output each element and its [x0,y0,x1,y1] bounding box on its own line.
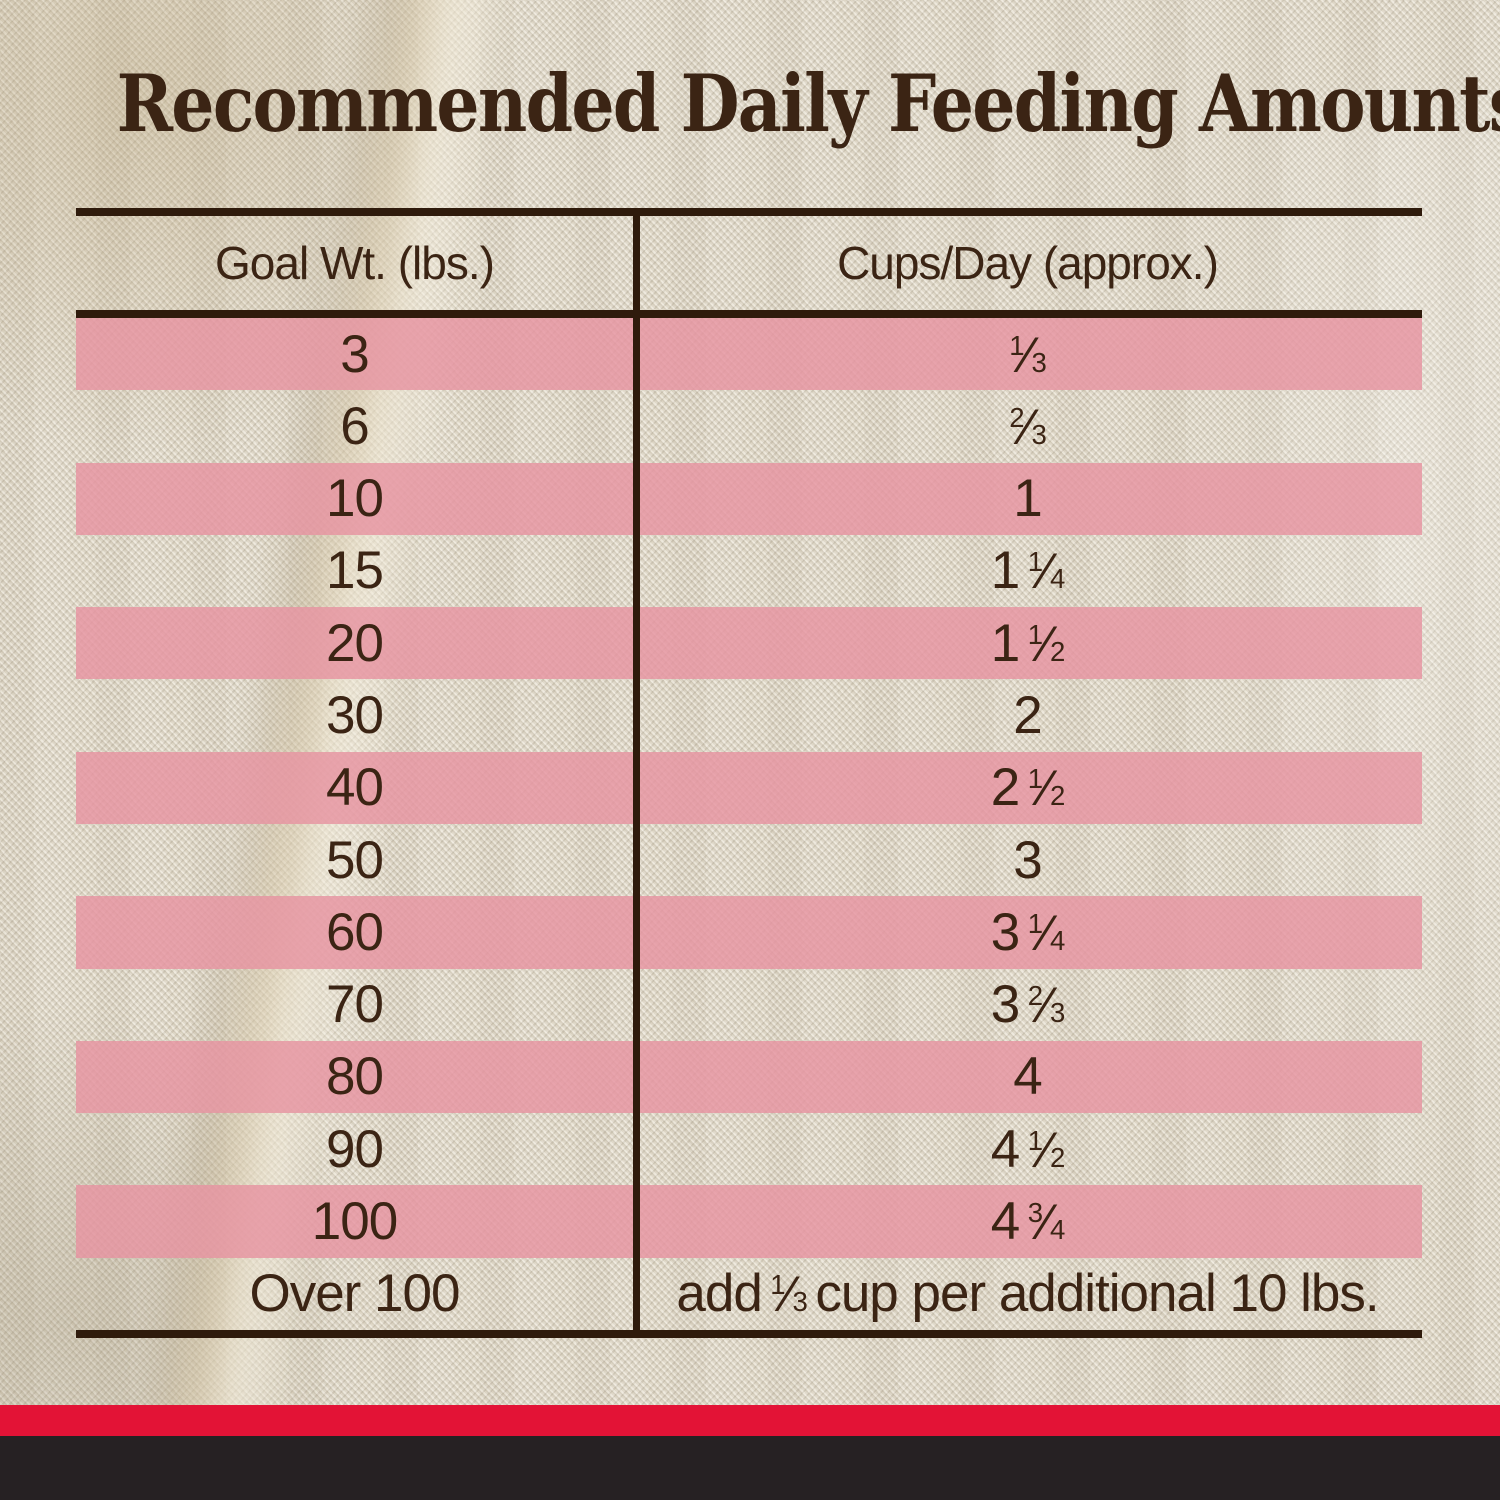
feeding-table: Goal Wt. (lbs.) Cups/Day (approx.) 3 1⁄3… [76,208,1422,1338]
cups-per-day-cell: 2 [633,679,1422,751]
goal-weight-cell: 40 [326,758,384,818]
cups-text: 2 [1013,686,1043,746]
table-rows: 3 1⁄3 6 2⁄3 10 1 15 1 1⁄4 20 1 1⁄2 30 2 40… [76,318,1422,1330]
table-header-row: Goal Wt. (lbs.) Cups/Day (approx.) [76,216,1422,310]
cups-text: cup per additional 10 lbs. [815,1264,1379,1324]
cups-per-day-cell: 4 3⁄4 [633,1185,1422,1257]
cups-per-day-cell: 3 2⁄3 [633,969,1422,1041]
cups-fraction: 3⁄4 [1027,1193,1066,1251]
cups-per-day-cell: 4 1⁄2 [633,1113,1422,1185]
goal-weight-cell: 60 [326,902,384,962]
table-row: 30 2 [76,679,1422,751]
table-row: 70 3 2⁄3 [76,969,1422,1041]
goal-weight-cell: 20 [326,613,384,673]
cups-text: 1 [990,613,1021,673]
cups-fraction: 2⁄3 [1009,397,1047,455]
cups-fraction: 1⁄2 [1027,1120,1066,1178]
footer-red-stripe [0,1405,1500,1436]
cups-text: add [676,1264,762,1324]
goal-weight-cell: 30 [326,686,384,746]
cups-per-day-cell: 1 1⁄2 [633,607,1422,679]
table-row: 100 4 3⁄4 [76,1185,1422,1258]
table-row: 90 4 1⁄2 [76,1113,1422,1185]
cups-per-day-cell: add 1⁄3 cup per additional 10 lbs. [633,1258,1422,1330]
goal-weight-cell: 10 [326,469,384,529]
cups-text: 1 [990,541,1021,601]
cups-fraction: 1⁄4 [1027,542,1066,600]
goal-weight-cell: 80 [326,1047,384,1107]
table-row: 10 1 [76,462,1422,535]
goal-weight-cell: 70 [326,975,384,1035]
cups-fraction: 1⁄3 [770,1265,808,1323]
cups-text: 2 [990,758,1021,818]
table-row: Over 100 add 1⁄3 cup per additional 10 lbs… [76,1258,1422,1330]
cups-fraction: 1⁄4 [1027,903,1066,961]
table-header-rule [76,310,1422,318]
cups-fraction: 1⁄2 [1027,614,1066,672]
column-divider [633,212,640,1334]
table-row: 60 3 1⁄4 [76,896,1422,969]
cups-per-day-cell: 1 [633,463,1422,535]
table-row: 50 3 [76,824,1422,896]
cups-text: 4 [990,1192,1021,1252]
header-cups-per-day: Cups/Day (approx.) [837,237,1219,289]
table-bottom-rule [76,1330,1422,1338]
goal-weight-cell: 100 [311,1192,398,1252]
table-row: 20 1 1⁄2 [76,607,1422,680]
cups-per-day-cell: 4 [633,1041,1422,1113]
cups-per-day-cell: 1⁄3 [633,318,1422,390]
table-top-rule [76,208,1422,216]
cups-text: 3 [990,975,1021,1035]
goal-weight-cell: 6 [340,396,369,456]
goal-weight-cell: Over 100 [249,1264,460,1324]
cups-per-day-cell: 1 1⁄4 [633,535,1422,607]
cups-text: 4 [990,1119,1021,1179]
cups-per-day-cell: 2 1⁄2 [633,752,1422,824]
cups-fraction: 1⁄3 [1009,325,1047,383]
cups-per-day-cell: 2⁄3 [633,390,1422,462]
table-row: 40 2 1⁄2 [76,751,1422,824]
goal-weight-cell: 50 [326,830,384,890]
footer-black-bar [0,1436,1500,1500]
table-row: 15 1 1⁄4 [76,535,1422,607]
table-row: 3 1⁄3 [76,318,1422,391]
table-row: 80 4 [76,1040,1422,1114]
cups-fraction: 1⁄2 [1027,759,1066,817]
header-goal-weight: Goal Wt. (lbs.) [215,237,495,289]
goal-weight-cell: 15 [326,541,384,601]
cups-per-day-cell: 3 [633,824,1422,896]
cups-text: 3 [990,902,1021,962]
goal-weight-cell: 90 [326,1119,384,1179]
cups-text: 4 [1013,1047,1043,1107]
page-title: Recommended Daily Feeding Amounts: [0,56,1500,152]
goal-weight-cell: 3 [340,324,369,384]
cups-text: 1 [1013,469,1043,529]
cups-fraction: 2⁄3 [1027,976,1066,1034]
page-title-text: Recommended Daily Feeding Amounts: [116,57,1500,150]
cups-text: 3 [1013,830,1043,890]
table-row: 6 2⁄3 [76,390,1422,462]
cups-per-day-cell: 3 1⁄4 [633,896,1422,968]
